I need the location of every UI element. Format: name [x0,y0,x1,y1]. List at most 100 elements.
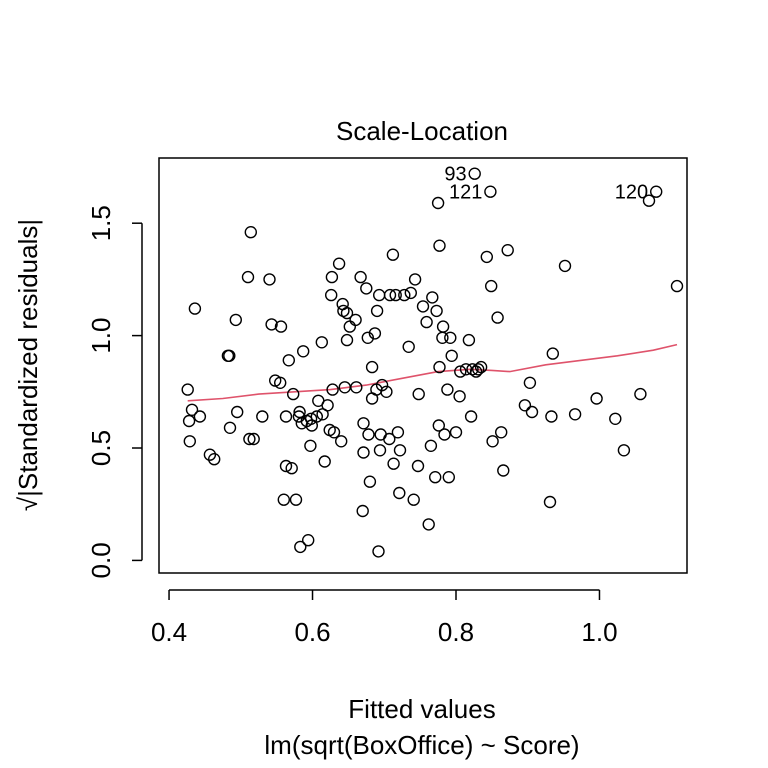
data-point [274,320,288,333]
data-point [454,365,467,378]
x-tick-label: 0.6 [294,617,330,647]
y-tick-label: 0.0 [86,542,116,578]
data-point [274,376,287,389]
data-point [484,185,497,198]
x-tick-label: 0.8 [438,617,474,647]
data-point [543,495,557,509]
data-point [393,486,406,500]
data-point [383,288,397,302]
data-point [343,320,356,333]
data-point [243,432,256,446]
x-tick-label: 1.0 [581,617,617,647]
data-point [203,448,217,461]
data-point [279,459,293,473]
smooth-layer [187,343,678,402]
data-point [436,320,450,333]
data-point [642,194,656,207]
data-point [332,257,346,270]
points-layer [181,167,684,558]
data-point [393,444,407,457]
data-point [357,417,370,430]
data-point [373,288,386,302]
data-point [188,302,202,315]
y-axis-label: √|Standardized residuals| [13,219,43,511]
data-point [263,273,276,286]
data-point [282,354,295,367]
data-point [349,313,362,327]
data-point [485,279,498,293]
data-point [558,259,572,273]
data-point [223,421,237,434]
chart-title: Scale-Location [336,116,508,146]
data-point [407,493,420,506]
data-point [374,428,387,441]
data-point [325,288,338,302]
plot-frame [158,157,688,574]
data-point [363,475,377,488]
data-point [265,318,278,331]
data-point [433,239,446,252]
data-point [230,405,244,419]
data-point [294,540,307,554]
data-point [523,376,537,389]
data-point [244,225,258,239]
data-point [491,311,504,324]
y-tick-label: 1.0 [86,318,116,354]
data-point [335,435,348,448]
data-point [545,410,558,423]
data-point [609,412,622,425]
data-point [412,387,425,401]
data-point [229,313,243,327]
data-point [546,347,559,360]
data-point [617,444,631,457]
data-point [370,304,384,318]
data-point [310,410,323,423]
data-point [287,387,300,401]
data-point [389,288,402,302]
data-point [185,403,199,416]
data-point [444,331,457,344]
data-point [411,459,425,473]
data-point [634,387,647,401]
data-point [193,410,207,423]
x-tick-label: 0.4 [151,617,187,647]
data-point [670,279,684,293]
data-point [277,493,290,506]
data-point [441,383,454,396]
x-axis: 0.4 0.6 0.8 1.0 [151,589,618,647]
data-point [438,428,451,441]
data-point [497,464,510,477]
data-point [433,360,446,374]
data-point [247,432,260,446]
data-point [350,381,363,394]
data-point [398,288,411,302]
data-point [285,462,298,475]
data-point [368,327,382,340]
data-point [474,360,488,374]
y-tick-label: 0.5 [86,430,116,466]
data-point [302,534,315,547]
data-point [304,412,318,425]
data-point [449,426,463,439]
data-point [472,363,485,376]
data-point [430,304,443,318]
data-point [321,399,334,412]
data-point [568,408,582,421]
data-point [387,457,400,470]
data-point [241,270,255,284]
data-point [650,185,663,198]
smooth-trend-line [187,343,678,402]
data-point [325,270,339,284]
data-point [354,270,367,284]
data-point [362,428,375,441]
data-point [297,345,310,358]
data-point [383,432,396,446]
data-point [426,291,439,304]
data-point [431,196,445,210]
data-point [360,282,373,295]
data-point [386,248,400,261]
data-point [432,419,445,432]
outlier-label: 121 [449,182,482,204]
